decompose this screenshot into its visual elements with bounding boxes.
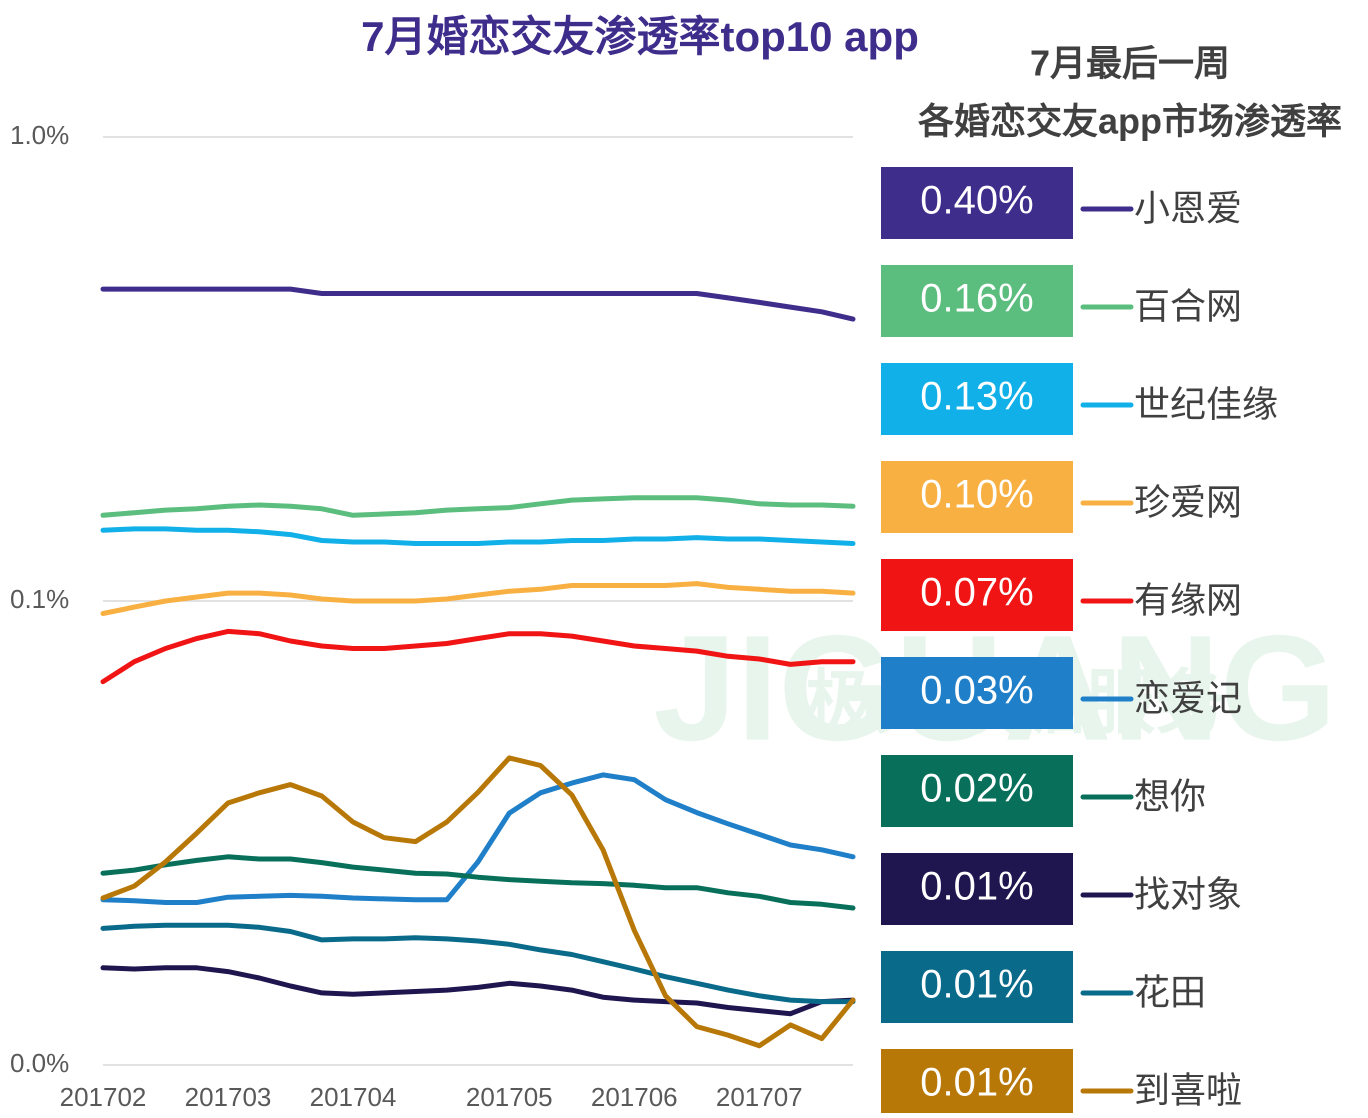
legend-box xyxy=(881,167,1073,239)
legend-value: 0.01% xyxy=(920,865,1033,909)
legend-value: 0.10% xyxy=(920,473,1033,517)
legend-label: 珍爱网 xyxy=(1134,482,1242,523)
series-line xyxy=(100,628,856,685)
legend-label: 恋爱记 xyxy=(1134,678,1242,719)
legend-label: 世纪佳缘 xyxy=(1134,384,1278,425)
legend-box xyxy=(881,363,1073,435)
x-tick-label: 201705 xyxy=(466,1082,553,1112)
legend-value: 0.07% xyxy=(920,571,1033,615)
legend-value: 0.13% xyxy=(920,375,1033,419)
legend-label: 到喜啦 xyxy=(1134,1070,1242,1111)
legend-box xyxy=(881,951,1073,1023)
legend-value: 0.03% xyxy=(920,669,1033,713)
x-tick-label: 201703 xyxy=(185,1082,272,1112)
legend-label: 百合网 xyxy=(1134,286,1242,327)
legend-value: 0.02% xyxy=(920,767,1033,811)
legend-box xyxy=(881,461,1073,533)
x-tick-label: 201704 xyxy=(310,1082,397,1112)
legend-box xyxy=(881,559,1073,631)
series-line xyxy=(100,526,856,546)
x-tick-label: 201706 xyxy=(591,1082,678,1112)
series-line xyxy=(100,854,856,911)
legend-label: 有缘网 xyxy=(1134,580,1242,621)
legend-label: 花田 xyxy=(1134,972,1206,1013)
series-line xyxy=(100,772,856,905)
legend-title: 7月最后一周 xyxy=(1030,43,1230,84)
legend-box xyxy=(881,755,1073,827)
series-line xyxy=(100,755,856,1049)
series-line xyxy=(100,286,856,322)
y-tick-label: 0.1% xyxy=(10,584,69,614)
legend-box xyxy=(881,1049,1073,1118)
series-line xyxy=(100,495,856,518)
legend-box xyxy=(881,265,1073,337)
legend-value: 0.01% xyxy=(920,963,1033,1007)
series-line xyxy=(100,965,856,1017)
series-line xyxy=(100,581,856,616)
legend-label: 想你 xyxy=(1134,776,1206,817)
legend-value: 0.40% xyxy=(920,179,1033,223)
series-line xyxy=(100,922,856,1005)
legend-label: 找对象 xyxy=(1134,874,1242,915)
legend-label: 小恩爱 xyxy=(1134,188,1242,229)
legend-box xyxy=(881,657,1073,729)
y-tick-label: 1.0% xyxy=(10,120,69,150)
x-tick-label: 201707 xyxy=(716,1082,803,1112)
legend-value: 0.16% xyxy=(920,277,1033,321)
legend-value: 0.01% xyxy=(920,1061,1033,1105)
legend-box xyxy=(881,853,1073,925)
y-tick-label: 0.0% xyxy=(10,1048,69,1078)
legend-subtitle: 各婚恋交友app市场渗透率 xyxy=(918,101,1342,142)
chart-title: 7月婚恋交友渗透率top10 app xyxy=(361,13,919,60)
x-tick-label: 201702 xyxy=(60,1082,147,1112)
